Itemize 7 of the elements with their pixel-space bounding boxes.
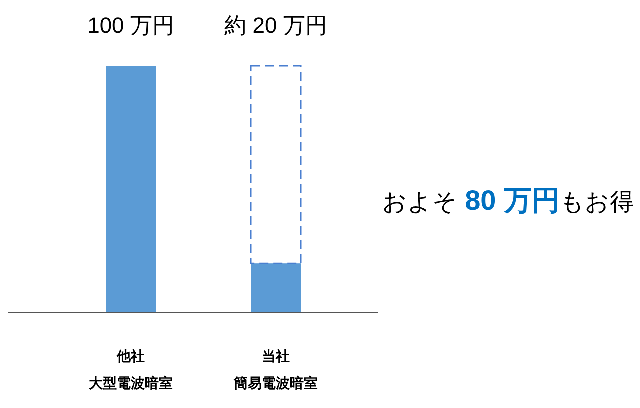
text: もお得 <box>560 189 634 216</box>
data-label: 100 万円 <box>88 13 174 38</box>
text: およそ <box>382 189 458 216</box>
x-tick-label: 当社簡易電波暗室 <box>233 348 318 391</box>
text: 80 万円 <box>457 185 560 216</box>
x-tick-label: 他社大型電波暗室 <box>89 348 173 391</box>
data-label: 約 20 万円 <box>224 13 328 38</box>
